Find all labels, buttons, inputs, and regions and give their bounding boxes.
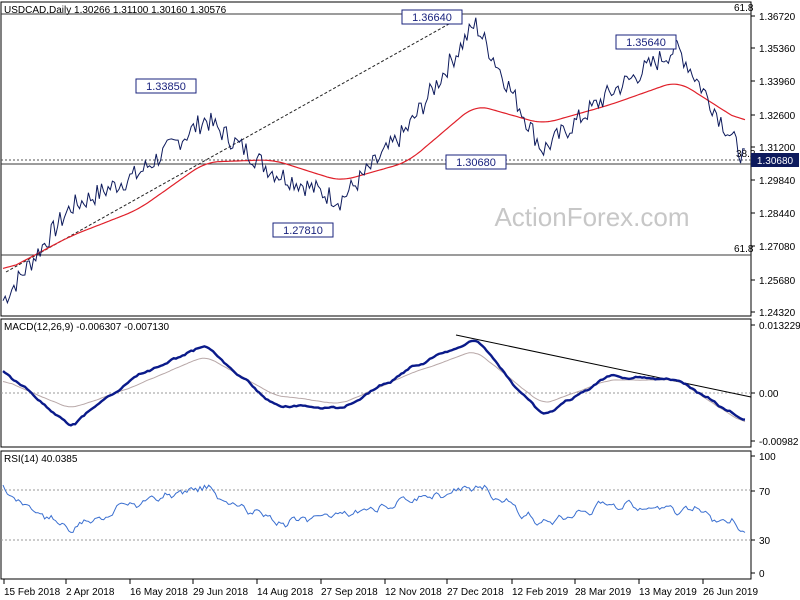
x-tick-label: 27 Dec 2018 bbox=[447, 587, 504, 598]
price-ma-line bbox=[2, 83, 746, 269]
svg-text:1.30680: 1.30680 bbox=[757, 156, 794, 167]
price-tick-label: 1.36720 bbox=[759, 12, 796, 23]
price-line bbox=[2, 17, 746, 305]
rsi-panel bbox=[0, 450, 752, 580]
rsi-tick-label: 0 bbox=[759, 569, 765, 580]
x-tick-label: 2 Apr 2018 bbox=[66, 587, 115, 598]
label-high-3: 1.33850 bbox=[135, 78, 197, 94]
x-tick-label: 28 Mar 2019 bbox=[575, 587, 632, 598]
svg-text:1.33850: 1.33850 bbox=[146, 81, 186, 93]
rsi-tick-label: 100 bbox=[759, 452, 776, 463]
label-low-1: 1.27810 bbox=[272, 222, 334, 238]
rsi-header: RSI(14) 40.0385 bbox=[4, 454, 78, 465]
svg-text:1.27810: 1.27810 bbox=[283, 225, 323, 237]
macd-tick-label: 0.013229 bbox=[759, 321, 800, 332]
macd-panel bbox=[0, 318, 752, 448]
rsi-tick-label: 30 bbox=[759, 536, 771, 547]
price-tick-label: 1.32600 bbox=[759, 111, 796, 122]
price-header: USDCAD,Daily 1.30266 1.31100 1.30160 1.3… bbox=[4, 5, 227, 16]
watermark: ActionForex.com bbox=[494, 202, 689, 232]
fib-label-low: 61.8 bbox=[734, 244, 754, 255]
price-tick-label: 1.27080 bbox=[759, 242, 796, 253]
rsi-tick-label: 70 bbox=[759, 487, 771, 498]
rsi-axis: 100 70 30 0 bbox=[751, 452, 776, 580]
macd-header: MACD(12,26,9) -0.006307 -0.007130 bbox=[4, 322, 170, 333]
price-tick-label: 1.29840 bbox=[759, 176, 796, 187]
x-tick-label: 27 Sep 2018 bbox=[321, 587, 378, 598]
label-high-1: 1.36640 bbox=[401, 9, 463, 25]
macd-trendline bbox=[455, 334, 752, 398]
price-tick-label: 1.35360 bbox=[759, 44, 796, 55]
price-trendline bbox=[5, 19, 457, 273]
macd-tick-label: 0.00 bbox=[759, 389, 779, 400]
price-tick-label: 1.28440 bbox=[759, 209, 796, 220]
x-tick-label: 29 Jun 2018 bbox=[193, 587, 248, 598]
price-tick-label: 1.31200 bbox=[759, 143, 796, 154]
price-tick-label: 1.25680 bbox=[759, 276, 796, 287]
macd-axis: 0.013229 0.00 -0.00982 bbox=[751, 321, 800, 448]
svg-text:1.35640: 1.35640 bbox=[626, 37, 666, 49]
x-axis: 15 Feb 2018 2 Apr 2018 16 May 2018 29 Jun 2… bbox=[3, 579, 758, 598]
price-tick-label: 1.24320 bbox=[759, 308, 796, 319]
fib-label-mid: 38.2 bbox=[736, 149, 756, 160]
label-mid: 1.30680 bbox=[445, 154, 507, 170]
x-tick-label: 12 Nov 2018 bbox=[385, 587, 442, 598]
rsi-line bbox=[2, 484, 746, 533]
x-tick-label: 26 Jun 2019 bbox=[703, 587, 758, 598]
x-tick-label: 14 Aug 2018 bbox=[257, 587, 314, 598]
macd-tick-label: -0.00982 bbox=[759, 437, 799, 448]
fib-label-top: 61.8 bbox=[734, 3, 754, 14]
x-tick-label: 12 Feb 2019 bbox=[512, 587, 569, 598]
macd-line bbox=[2, 339, 746, 427]
price-axis: 1.36720 1.35360 1.33960 1.32600 1.31200 1.298… bbox=[751, 12, 796, 319]
svg-text:1.36640: 1.36640 bbox=[412, 12, 452, 24]
x-tick-label: 13 May 2019 bbox=[639, 587, 697, 598]
x-tick-label: 15 Feb 2018 bbox=[4, 587, 61, 598]
label-high-2: 1.35640 bbox=[615, 34, 677, 50]
x-tick-label: 16 May 2018 bbox=[130, 587, 188, 598]
price-tick-label: 1.33960 bbox=[759, 77, 796, 88]
svg-text:1.30680: 1.30680 bbox=[456, 157, 496, 169]
label-current-price: 1.30680 bbox=[751, 153, 799, 167]
